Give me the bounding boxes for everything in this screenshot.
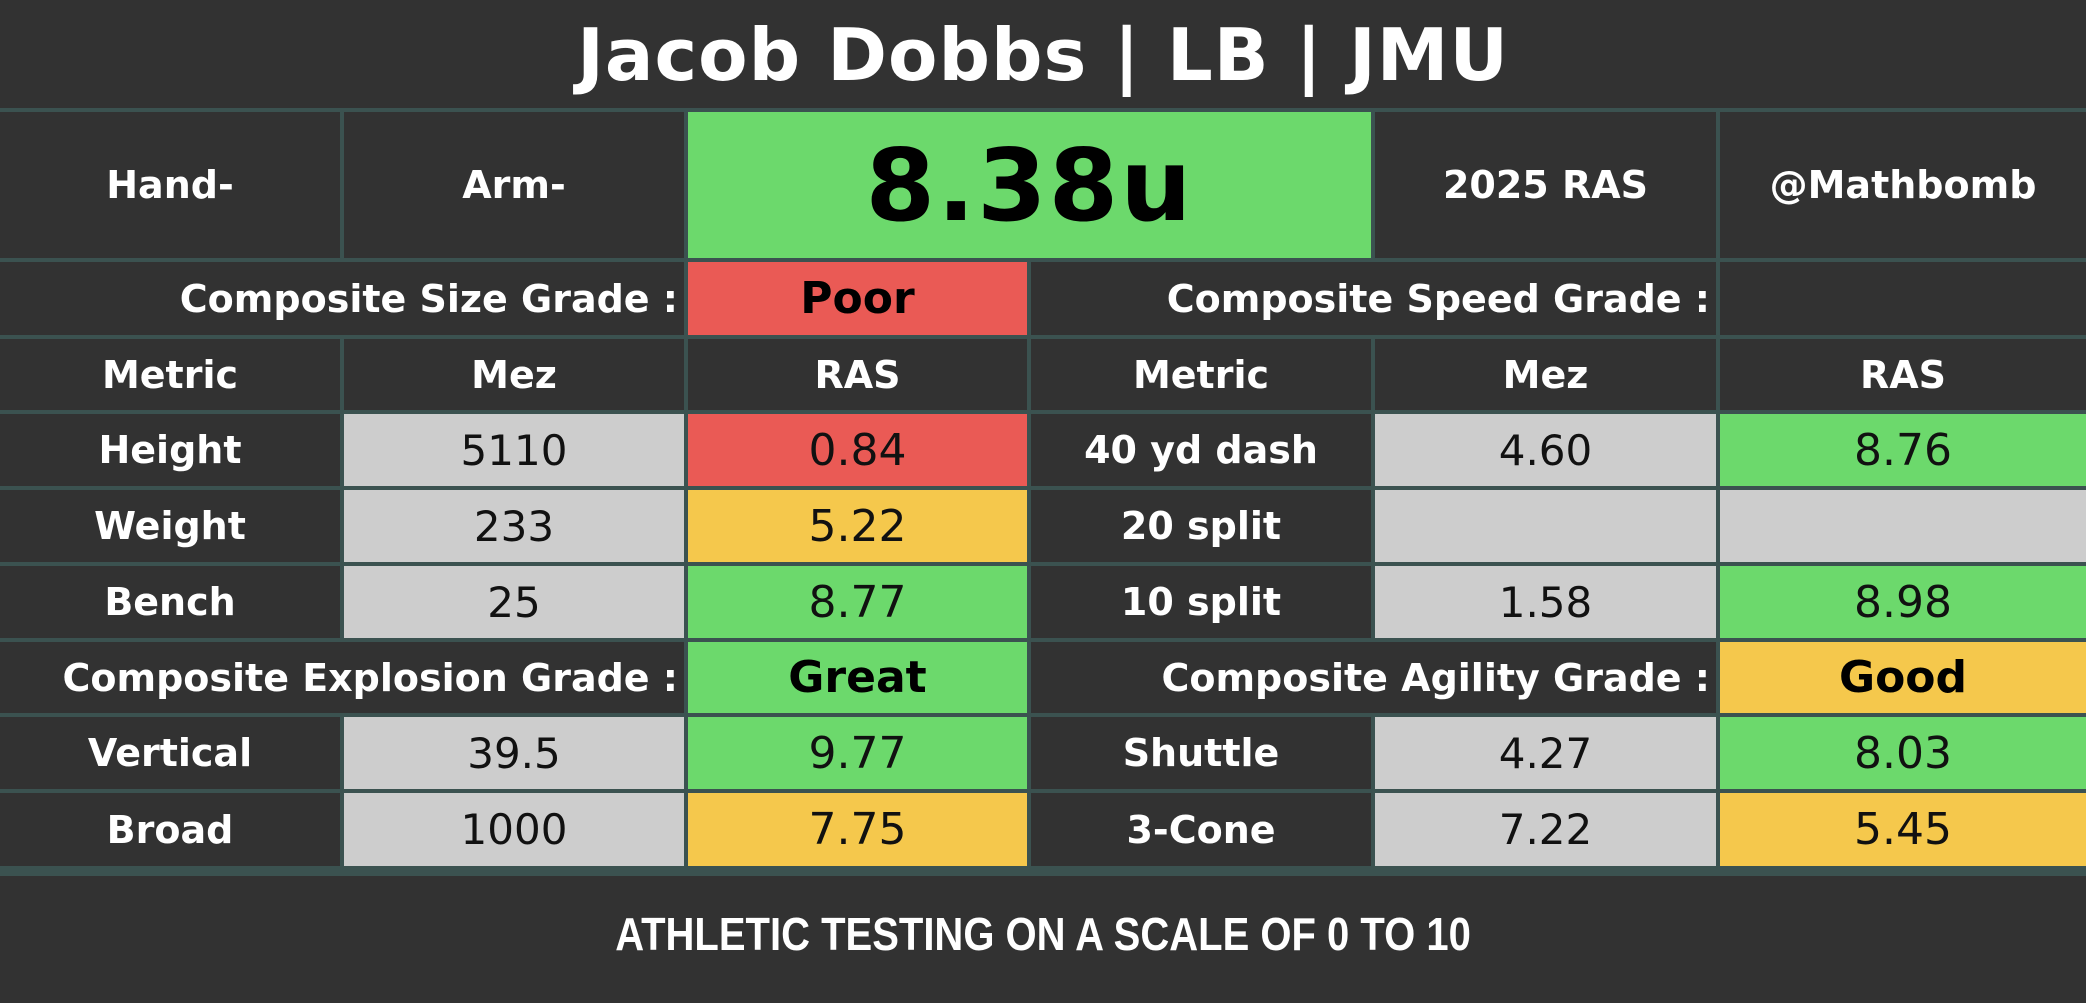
speed-grade-label: Composite Speed Grade :: [1031, 262, 1716, 335]
metric-broad: Broad: [0, 793, 340, 866]
ras-40yd: 8.76: [1720, 414, 2086, 486]
right-mez-header: Mez: [1375, 339, 1716, 410]
ras-weight: 5.22: [688, 490, 1027, 562]
right-ras-header: RAS: [1720, 339, 2086, 410]
mez-3cone: 7.22: [1375, 793, 1716, 866]
mez-20split: [1375, 490, 1716, 562]
ras-shuttle: 8.03: [1720, 717, 2086, 789]
ras-broad: 7.75: [688, 793, 1027, 866]
size-grade-badge: Poor: [688, 262, 1027, 335]
overall-ras-score: 8.38u: [688, 112, 1371, 258]
right-metric-header: Metric: [1031, 339, 1371, 410]
metric-height: Height: [0, 414, 340, 486]
size-grade-label: Composite Size Grade :: [0, 262, 684, 335]
metric-bench: Bench: [0, 566, 340, 638]
ras-10split: 8.98: [1720, 566, 2086, 638]
ras-bench: 8.77: [688, 566, 1027, 638]
speed-grade-badge: [1720, 262, 2086, 335]
agility-grade-badge: Good: [1720, 642, 2086, 713]
mez-bench: 25: [344, 566, 684, 638]
mez-10split: 1.58: [1375, 566, 1716, 638]
mez-shuttle: 4.27: [1375, 717, 1716, 789]
metric-shuttle: Shuttle: [1031, 717, 1371, 789]
ras-20split: [1720, 490, 2086, 562]
hand-size-cell: Hand-: [0, 112, 340, 258]
left-metric-header: Metric: [0, 339, 340, 410]
mez-weight: 233: [344, 490, 684, 562]
ras-height: 0.84: [688, 414, 1027, 486]
metric-weight: Weight: [0, 490, 340, 562]
ras-table: Hand- Arm- 8.38u 2025 RAS @Mathbomb Comp…: [0, 108, 2086, 876]
explosion-grade-badge: Great: [688, 642, 1027, 713]
arm-length-cell: Arm-: [344, 112, 684, 258]
explosion-grade-label: Composite Explosion Grade :: [0, 642, 684, 713]
metric-3cone: 3-Cone: [1031, 793, 1371, 866]
year-ras-label: 2025 RAS: [1375, 112, 1716, 258]
left-mez-header: Mez: [344, 339, 684, 410]
ras-vertical: 9.77: [688, 717, 1027, 789]
player-title: Jacob Dobbs | LB | JMU: [577, 13, 1509, 97]
mez-40yd: 4.60: [1375, 414, 1716, 486]
left-ras-header: RAS: [688, 339, 1027, 410]
metric-40yd: 40 yd dash: [1031, 414, 1371, 486]
scale-caption: ATHLETIC TESTING ON A SCALE OF 0 TO 10: [615, 909, 1471, 960]
agility-grade-label: Composite Agility Grade :: [1031, 642, 1716, 713]
ras-3cone: 5.45: [1720, 793, 2086, 866]
mez-broad: 1000: [344, 793, 684, 866]
mez-vertical: 39.5: [344, 717, 684, 789]
metric-10split: 10 split: [1031, 566, 1371, 638]
mez-height: 5110: [344, 414, 684, 486]
metric-20split: 20 split: [1031, 490, 1371, 562]
author-handle: @Mathbomb: [1720, 112, 2086, 258]
metric-vertical: Vertical: [0, 717, 340, 789]
